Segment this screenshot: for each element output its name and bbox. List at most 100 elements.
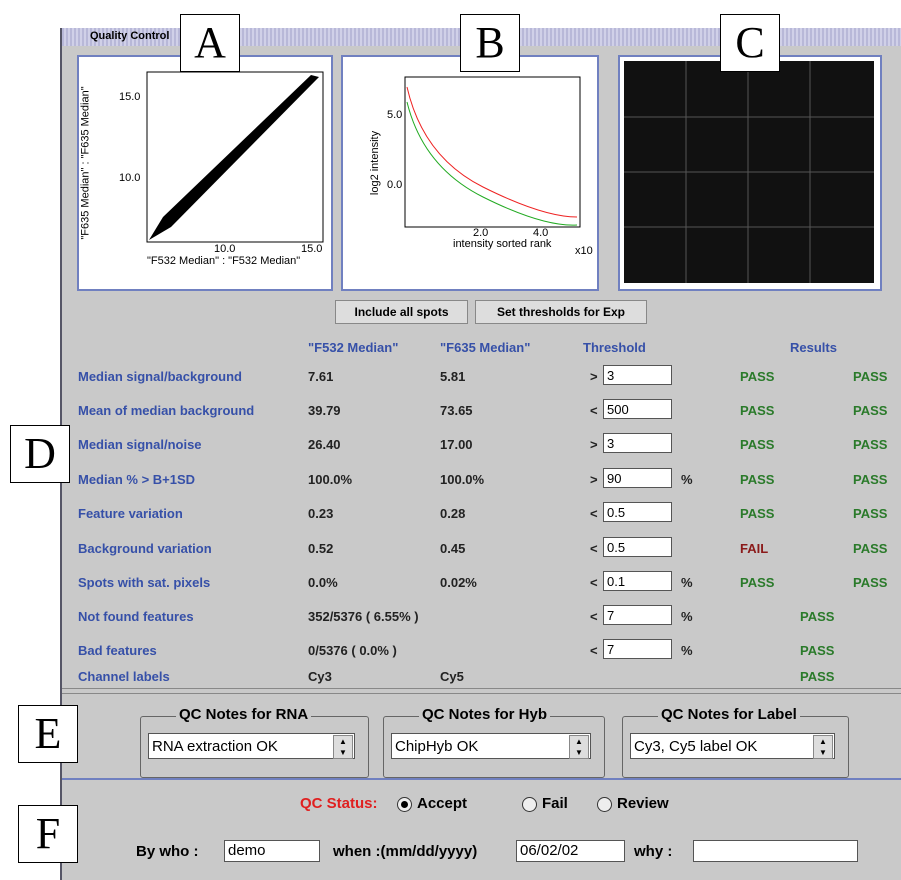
row-label: Median signal/background (78, 369, 242, 384)
operator: < (590, 575, 598, 590)
column-header: "F635 Median" (440, 340, 530, 355)
operator: < (590, 643, 598, 658)
threshold-input[interactable]: 7 (603, 639, 672, 659)
f635-value: 0.28 (440, 506, 465, 521)
panel-label: D (10, 425, 70, 483)
y-label: "F635 Median" : "F635 Median" (80, 86, 92, 239)
radio-label[interactable]: Fail (542, 795, 568, 812)
spinner[interactable]: ▲▼ (333, 735, 353, 759)
y-tick: 0.0 (387, 179, 402, 191)
when-label: when :(mm/dd/yyyy) (333, 843, 477, 860)
note-title: QC Notes for RNA (176, 706, 311, 723)
status-label: QC Status: (300, 795, 378, 812)
result: PASS (853, 541, 887, 556)
panel-label: B (460, 14, 520, 72)
y-tick: 10.0 (119, 172, 140, 184)
panel-label: A (180, 14, 240, 72)
unit: % (681, 643, 693, 658)
note-select[interactable]: ChipHyb OK (391, 733, 591, 759)
note-title: QC Notes for Label (658, 706, 800, 723)
result: PASS (853, 472, 887, 487)
f635-value: 73.65 (440, 403, 473, 418)
when-input[interactable]: 06/02/02 (516, 840, 625, 862)
threshold-input[interactable]: 7 (603, 605, 672, 625)
x-label: "F532 Median" : "F532 Median" (147, 255, 300, 267)
by-input[interactable]: demo (224, 840, 320, 862)
window-title: Quality Control (90, 30, 169, 42)
row-label: Background variation (78, 541, 212, 556)
page: Quality Control 15.0 10.0 10.0 15.0 "F53… (0, 0, 901, 880)
operator: < (590, 541, 598, 556)
threshold-input[interactable]: 500 (603, 399, 672, 419)
threshold-input[interactable]: 0.1 (603, 571, 672, 591)
row-label: Channel labels (78, 669, 170, 684)
radio[interactable] (597, 797, 612, 812)
separator (62, 778, 901, 780)
y-label: log2 intensity (369, 131, 381, 195)
result: PASS (853, 369, 887, 384)
spinner[interactable]: ▲▼ (569, 735, 589, 759)
radio-label[interactable]: Accept (417, 795, 467, 812)
column-header: "F532 Median" (308, 340, 398, 355)
value: 0/5376 ( 0.0% ) (308, 643, 397, 658)
result: PASS (853, 506, 887, 521)
exponent: x10 (575, 245, 593, 257)
why-input[interactable] (693, 840, 858, 862)
result: PASS (740, 575, 774, 590)
intensity-plot: 5.0 0.0 2.0 4.0 intensity sorted rank x1… (341, 55, 599, 291)
f532-value: 7.61 (308, 369, 333, 384)
threshold-input[interactable]: 3 (603, 433, 672, 453)
threshold-input[interactable]: 3 (603, 365, 672, 385)
result: PASS (800, 669, 834, 684)
f532-value: 26.40 (308, 437, 341, 452)
row-label: Median signal/noise (78, 437, 202, 452)
result: PASS (740, 369, 774, 384)
f635-value: 0.45 (440, 541, 465, 556)
row-label: Spots with sat. pixels (78, 575, 210, 590)
separator (62, 688, 901, 694)
note-select[interactable]: RNA extraction OK (148, 733, 355, 759)
x-tick: 15.0 (301, 243, 322, 255)
operator: < (590, 506, 598, 521)
result: PASS (740, 506, 774, 521)
operator: > (590, 472, 598, 487)
y-tick: 15.0 (119, 91, 140, 103)
operator: > (590, 437, 598, 452)
array-image (618, 55, 882, 291)
y-tick: 5.0 (387, 109, 402, 121)
x-label: intensity sorted rank (453, 238, 551, 250)
f532-value: 39.79 (308, 403, 341, 418)
unit: % (681, 575, 693, 590)
f635-value: 17.00 (440, 437, 473, 452)
button[interactable]: Set thresholds for Exp (475, 300, 647, 324)
operator: < (590, 609, 598, 624)
f532-value: 100.0% (308, 472, 352, 487)
result: PASS (740, 437, 774, 452)
row-label: Mean of median background (78, 403, 254, 418)
note-title: QC Notes for Hyb (419, 706, 550, 723)
result: PASS (853, 437, 887, 452)
column-header: Threshold (583, 340, 646, 355)
threshold-input[interactable]: 0.5 (603, 537, 672, 557)
spinner[interactable]: ▲▼ (813, 735, 833, 759)
f635-value: 5.81 (440, 369, 465, 384)
result: PASS (853, 403, 887, 418)
f532-value: 0.0% (308, 575, 338, 590)
array-graphic (620, 57, 880, 289)
threshold-input[interactable]: 0.5 (603, 502, 672, 522)
operator: > (590, 369, 598, 384)
panel-label: C (720, 14, 780, 72)
radio[interactable] (397, 797, 412, 812)
result: PASS (800, 609, 834, 624)
column-header: Results (790, 340, 837, 355)
value: 352/5376 ( 6.55% ) (308, 609, 419, 624)
radio[interactable] (522, 797, 537, 812)
result: PASS (800, 643, 834, 658)
radio-label[interactable]: Review (617, 795, 669, 812)
panel-label: E (18, 705, 78, 763)
result: PASS (740, 472, 774, 487)
button[interactable]: Include all spots (335, 300, 468, 324)
panel-label: F (18, 805, 78, 863)
threshold-input[interactable]: 90 (603, 468, 672, 488)
note-select[interactable]: Cy3, Cy5 label OK (630, 733, 835, 759)
